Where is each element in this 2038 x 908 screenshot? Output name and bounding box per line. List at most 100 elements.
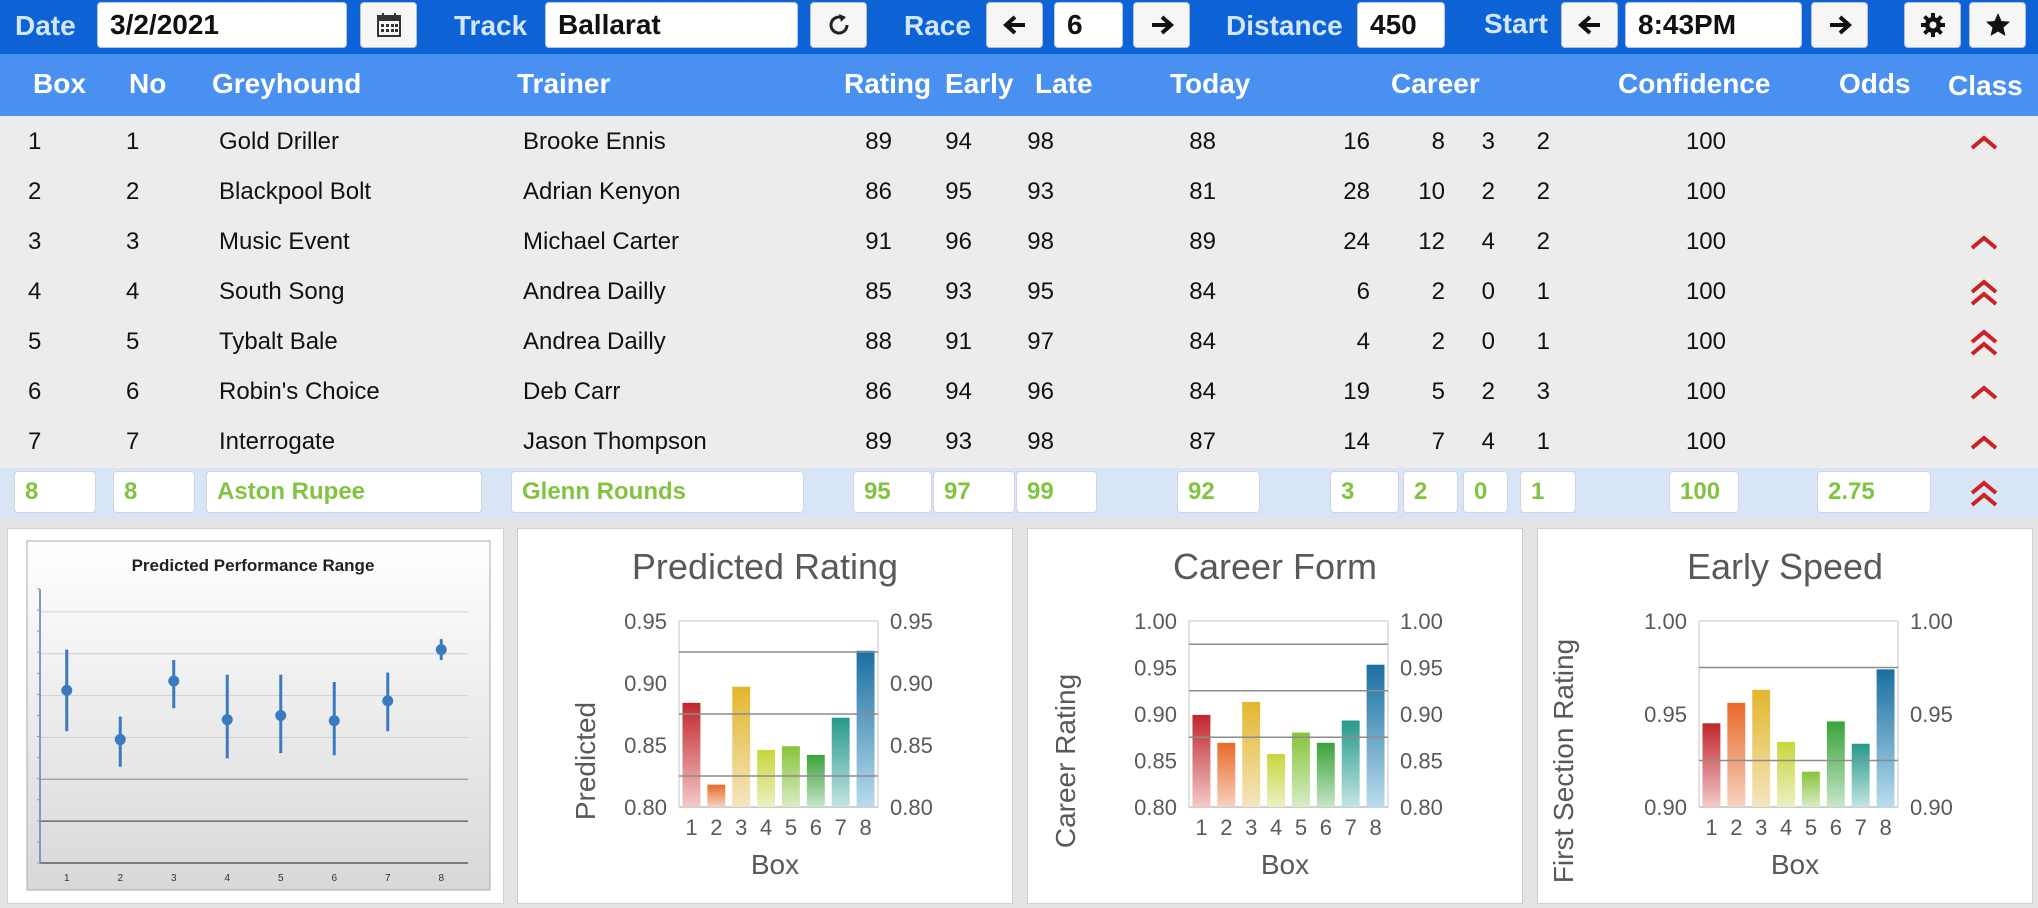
bar-box-7[interactable]: [831, 717, 850, 807]
selected-seconds-field[interactable]: 0: [1463, 471, 1508, 513]
selected-no-field[interactable]: 8: [113, 471, 195, 513]
bar-box-8[interactable]: [856, 650, 875, 807]
table-row[interactable]: 2 2 Blackpool Bolt Adrian Kenyon 86 95 93 81 28 1…: [0, 166, 2038, 216]
bar-box-6[interactable]: [1316, 742, 1335, 807]
bar-box-8[interactable]: [1876, 669, 1895, 807]
point-box-4[interactable]: [221, 714, 233, 726]
bar-box-6[interactable]: [1826, 721, 1845, 807]
bar-box-6[interactable]: [806, 754, 825, 807]
header-greyhound[interactable]: Greyhound: [212, 68, 362, 99]
x-tick-label: 2: [1220, 815, 1232, 840]
selected-odds-field[interactable]: 2.75: [1817, 471, 1931, 513]
bar-box-4[interactable]: [757, 749, 776, 807]
selected-rating-field[interactable]: 95: [853, 471, 932, 513]
arrow-left-icon: [1002, 15, 1025, 35]
selected-starts-field[interactable]: 3: [1330, 471, 1399, 513]
arrow-right-icon: [1829, 15, 1852, 35]
cell-starts: 6: [1356, 278, 1370, 305]
point-box-6[interactable]: [328, 715, 340, 727]
table-row[interactable]: 3 3 Music Event Michael Carter 91 96 98 89 24 12 4…: [0, 216, 2038, 266]
start-next-button[interactable]: [1811, 2, 1868, 48]
cell-late: 98: [1027, 228, 1054, 255]
header-class[interactable]: Class: [1948, 70, 2023, 101]
race-field[interactable]: 6: [1054, 2, 1123, 48]
header-late[interactable]: Late: [1035, 68, 1093, 99]
cell-trainer: Andrea Dailly: [523, 278, 666, 305]
bar-box-2[interactable]: [1217, 742, 1236, 807]
header-today[interactable]: Today: [1170, 68, 1251, 99]
table-row[interactable]: 6 6 Robin's Choice Deb Carr 86 94 96 84 19 5 2 3 100: [0, 366, 2038, 416]
y2-tick-label: 0.85: [890, 733, 933, 758]
selected-box-field[interactable]: 8: [14, 471, 96, 513]
point-box-5[interactable]: [275, 709, 287, 721]
selected-wins-field[interactable]: 2: [1403, 471, 1458, 513]
table-row[interactable]: 1 1 Gold Driller Brooke Ennis 89 94 98 88 16 8 3 2 1…: [0, 116, 2038, 166]
selected-confidence-field[interactable]: 100: [1669, 471, 1739, 513]
cell-today: 88: [1189, 128, 1216, 155]
bar-box-1[interactable]: [1192, 714, 1211, 807]
refresh-icon: [829, 14, 848, 35]
table-row[interactable]: 7 7 Interrogate Jason Thompson 89 93 98 87 14 7 4 1…: [0, 416, 2038, 466]
point-box-7[interactable]: [382, 695, 394, 707]
header-trainer[interactable]: Trainer: [517, 68, 611, 99]
header-box[interactable]: Box: [33, 68, 86, 99]
bar-box-5[interactable]: [1291, 732, 1310, 807]
bar-box-2[interactable]: [707, 784, 726, 807]
bar-box-1[interactable]: [1702, 723, 1721, 807]
y2-tick-label: 0.85: [1400, 749, 1443, 774]
cell-trainer: Andrea Dailly: [523, 328, 666, 355]
date-field[interactable]: 3/2/2021: [97, 2, 347, 48]
cell-box: 7: [28, 428, 42, 455]
point-box-2[interactable]: [114, 734, 126, 746]
selected-greyhound-field[interactable]: Aston Rupee: [206, 471, 482, 513]
header-confidence[interactable]: Confidence: [1618, 68, 1771, 99]
cell-today: 84: [1189, 378, 1216, 405]
header-no[interactable]: No: [129, 68, 167, 99]
cell-confidence: 100: [1685, 328, 1726, 355]
selected-thirds-field[interactable]: 1: [1520, 471, 1576, 513]
selected-early-field[interactable]: 97: [933, 471, 1015, 513]
bar-box-7[interactable]: [1851, 743, 1870, 807]
bar-box-8[interactable]: [1366, 664, 1385, 807]
selected-row[interactable]: 8 8 Aston Rupee Glenn Rounds 95 97 99 92…: [0, 468, 2038, 518]
point-box-1[interactable]: [61, 684, 73, 696]
refresh-button[interactable]: [810, 2, 867, 48]
race-prev-button[interactable]: [986, 2, 1043, 48]
settings-button[interactable]: [1904, 2, 1961, 48]
point-box-3[interactable]: [168, 675, 180, 687]
header-odds[interactable]: Odds: [1839, 68, 1911, 99]
bar-box-3[interactable]: [1752, 689, 1771, 807]
table-row[interactable]: 5 5 Tybalt Bale Andrea Dailly 88 91 97 84 4 2 0 1 10…: [0, 316, 2038, 366]
selected-late-field[interactable]: 99: [1016, 471, 1097, 513]
selected-today-field[interactable]: 92: [1177, 471, 1260, 513]
point-box-8[interactable]: [435, 644, 447, 656]
start-field[interactable]: 8:43PM: [1625, 2, 1802, 48]
table-row[interactable]: 4 4 South Song Andrea Dailly 85 93 95 84 6 2 0 1 100: [0, 266, 2038, 316]
bar-box-3[interactable]: [732, 686, 751, 807]
header-rating[interactable]: Rating: [844, 68, 932, 99]
header-early[interactable]: Early: [945, 68, 1014, 99]
distance-label: Distance: [1226, 10, 1343, 41]
bar-box-4[interactable]: [1777, 741, 1796, 807]
cell-wins: 2: [1431, 328, 1445, 355]
cell-seconds: 4: [1481, 428, 1495, 455]
cell-no: 7: [126, 428, 140, 455]
cell-box: 2: [28, 178, 42, 205]
favorite-button[interactable]: [1969, 2, 2026, 48]
start-prev-button[interactable]: [1561, 2, 1618, 48]
x-tick-label: 3: [171, 873, 177, 884]
x-tick-label: 3: [1245, 815, 1257, 840]
race-next-button[interactable]: [1133, 2, 1190, 48]
bar-box-2[interactable]: [1727, 702, 1746, 807]
bar-box-7[interactable]: [1341, 720, 1360, 807]
bar-box-1[interactable]: [682, 702, 701, 807]
bar-box-3[interactable]: [1242, 701, 1261, 807]
selected-trainer-field[interactable]: Glenn Rounds: [511, 471, 804, 513]
bar-box-4[interactable]: [1267, 753, 1286, 807]
bar-box-5[interactable]: [1801, 771, 1820, 807]
track-field[interactable]: Ballarat: [545, 2, 798, 48]
cell-seconds: 0: [1481, 278, 1495, 305]
calendar-button[interactable]: [360, 2, 417, 48]
distance-field[interactable]: 450: [1357, 2, 1445, 48]
header-career[interactable]: Career: [1391, 68, 1480, 99]
